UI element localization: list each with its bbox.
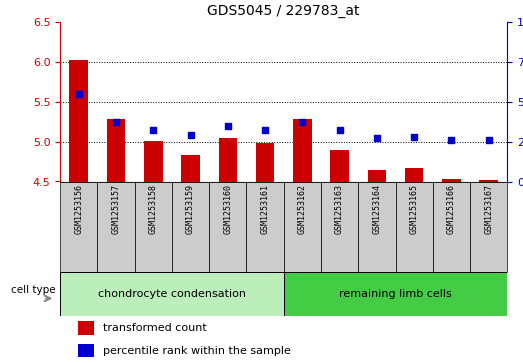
Text: GSM1253157: GSM1253157 bbox=[111, 184, 120, 234]
Point bbox=[186, 132, 195, 138]
Text: GSM1253159: GSM1253159 bbox=[186, 184, 195, 234]
Point bbox=[298, 119, 306, 125]
Bar bbox=[442, 179, 461, 182]
Point bbox=[373, 135, 381, 141]
Point bbox=[75, 91, 83, 97]
Bar bbox=[181, 155, 200, 182]
Bar bbox=[107, 119, 126, 182]
Bar bbox=[433, 182, 470, 272]
Bar bbox=[368, 170, 386, 182]
Bar bbox=[78, 322, 94, 335]
Text: GSM1253167: GSM1253167 bbox=[484, 184, 493, 234]
Bar bbox=[78, 344, 94, 357]
Text: percentile rank within the sample: percentile rank within the sample bbox=[103, 346, 290, 356]
Bar bbox=[60, 182, 97, 272]
Bar bbox=[321, 182, 358, 272]
Text: GSM1253161: GSM1253161 bbox=[260, 184, 269, 234]
Point bbox=[112, 119, 120, 125]
Bar bbox=[209, 182, 246, 272]
Text: GSM1253166: GSM1253166 bbox=[447, 184, 456, 234]
Bar bbox=[331, 150, 349, 182]
Point bbox=[410, 134, 418, 140]
Title: GDS5045 / 229783_at: GDS5045 / 229783_at bbox=[208, 4, 360, 18]
Bar bbox=[135, 182, 172, 272]
Bar bbox=[405, 168, 424, 182]
Point bbox=[224, 123, 232, 129]
Point bbox=[149, 127, 157, 133]
Text: transformed count: transformed count bbox=[103, 323, 207, 333]
Text: GSM1253162: GSM1253162 bbox=[298, 184, 307, 234]
Bar bbox=[60, 272, 283, 316]
Bar bbox=[172, 182, 209, 272]
Text: GSM1253158: GSM1253158 bbox=[149, 184, 158, 234]
Point bbox=[447, 137, 456, 143]
Bar bbox=[395, 182, 433, 272]
Text: GSM1253156: GSM1253156 bbox=[74, 184, 83, 234]
Bar bbox=[97, 182, 135, 272]
Text: GSM1253165: GSM1253165 bbox=[410, 184, 418, 234]
Bar bbox=[256, 143, 275, 182]
Text: GSM1253160: GSM1253160 bbox=[223, 184, 232, 234]
Text: GSM1253164: GSM1253164 bbox=[372, 184, 381, 234]
Point bbox=[261, 127, 269, 133]
Bar bbox=[283, 182, 321, 272]
Point bbox=[484, 137, 493, 143]
Bar bbox=[358, 182, 395, 272]
Bar bbox=[470, 182, 507, 272]
Bar bbox=[480, 180, 498, 182]
Bar bbox=[144, 141, 163, 182]
Point bbox=[335, 127, 344, 133]
Bar bbox=[283, 272, 507, 316]
Text: cell type: cell type bbox=[11, 285, 55, 295]
Text: remaining limb cells: remaining limb cells bbox=[339, 289, 452, 299]
Bar bbox=[70, 60, 88, 182]
Text: chondrocyte condensation: chondrocyte condensation bbox=[98, 289, 246, 299]
Text: GSM1253163: GSM1253163 bbox=[335, 184, 344, 234]
Bar bbox=[246, 182, 283, 272]
Bar bbox=[293, 119, 312, 182]
Bar bbox=[219, 138, 237, 182]
